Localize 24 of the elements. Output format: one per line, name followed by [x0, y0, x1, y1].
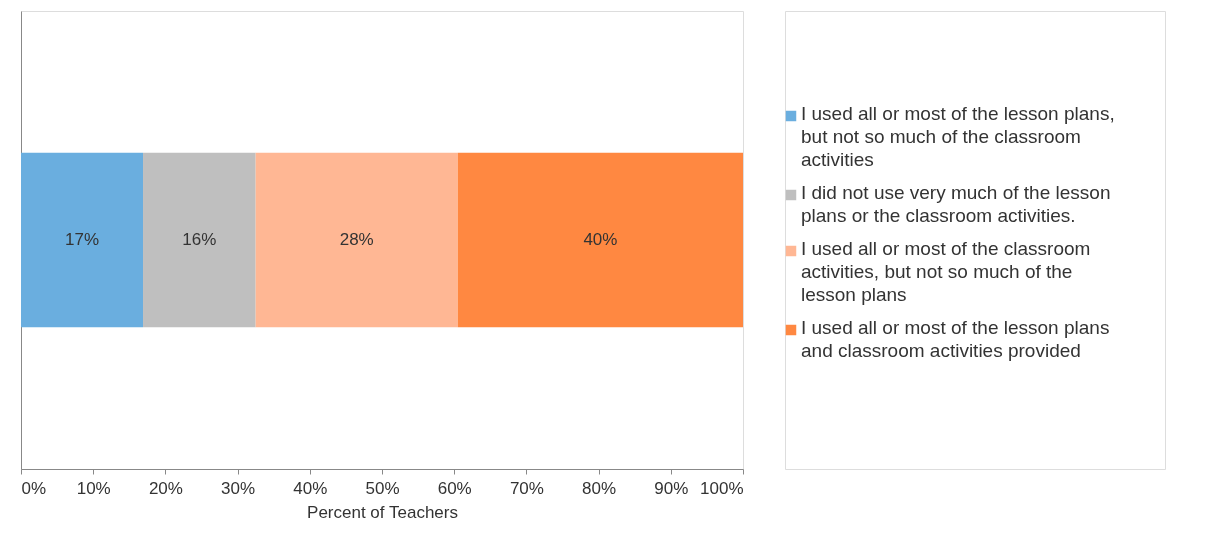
x-tick-label: 70%	[509, 478, 544, 498]
legend-label: I used all or most of the classroom activities, but not so much of the lesson plans	[801, 238, 1091, 305]
x-tick-label: 30%	[221, 478, 256, 498]
x-tick-label: 40%	[293, 478, 328, 498]
x-tick-label: 80%	[582, 478, 617, 498]
data-label: 17%	[64, 230, 100, 249]
legend-label: I used all or most of the lesson plans and classroom activities provided	[801, 317, 1110, 361]
bar	[457, 152, 743, 328]
x-tick-label: 90%	[654, 478, 689, 498]
x-tick-label: 50%	[365, 478, 400, 498]
legend-label: I did not use very much of the lesson plans or the classroom activities.	[801, 182, 1111, 226]
data-label: 40%	[583, 230, 618, 249]
x-tick-label: 0%	[21, 478, 47, 498]
legend-label: I used all or most of the lesson plans, but not so much of the classroom activities	[801, 103, 1115, 170]
x-tick-label: 10%	[76, 478, 111, 498]
bar	[255, 152, 458, 328]
bar	[143, 152, 256, 328]
bar	[21, 152, 144, 328]
data-label: 28%	[339, 230, 374, 249]
data-label: 16%	[182, 230, 217, 249]
x-tick-label: 100%	[700, 478, 744, 498]
x-axis-title: Percent of Teachers	[307, 502, 458, 522]
x-tick-label: 60%	[437, 478, 472, 498]
x-tick-label: 20%	[148, 478, 183, 498]
